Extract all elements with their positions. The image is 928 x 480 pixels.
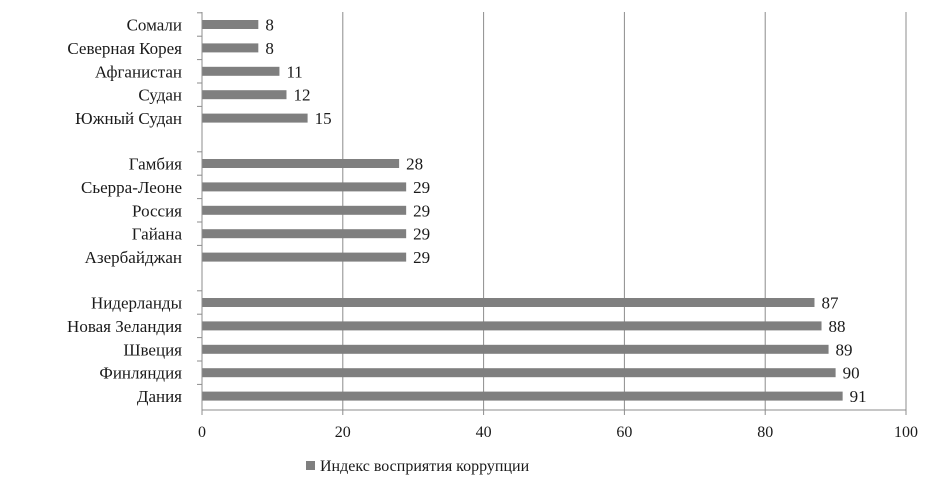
- category-labels: Сомали Северная Корея Афганистан Судан Южный…: [67, 16, 183, 407]
- category-label: Сомали: [127, 16, 182, 35]
- data-label: 12: [293, 86, 310, 105]
- category-label: Гамбия: [129, 155, 182, 174]
- x-tick-labels: 0 20 40 60 80 100: [198, 424, 918, 441]
- bar-5: [202, 159, 400, 168]
- bar-4: [202, 113, 308, 123]
- data-label: 8: [265, 16, 274, 35]
- category-label: Южный Судан: [75, 109, 182, 128]
- category-label: Финляндия: [99, 364, 182, 383]
- legend-label: Индекс восприятия коррупции: [320, 458, 530, 475]
- data-label: 88: [829, 317, 846, 336]
- category-label: Дания: [137, 387, 182, 406]
- data-label: 89: [836, 340, 853, 359]
- category-label: Афганистан: [95, 62, 182, 81]
- grid-lines: [342, 12, 907, 410]
- bar-3: [202, 90, 287, 100]
- x-tick-label: 100: [894, 424, 918, 441]
- x-tick-label: 60: [616, 424, 632, 441]
- data-label: 15: [315, 109, 332, 128]
- x-tick-label: 80: [757, 424, 773, 441]
- bar-7: [202, 205, 407, 215]
- data-label: 8: [265, 39, 274, 58]
- category-label: Новая Зеландия: [67, 317, 182, 336]
- category-label: Сьерра-Леоне: [81, 178, 182, 197]
- data-label: 87: [821, 294, 839, 313]
- data-label: 29: [413, 225, 430, 244]
- category-label: Нидерланды: [91, 294, 183, 313]
- data-label: 90: [843, 364, 860, 383]
- x-tick-label: 20: [335, 424, 351, 441]
- bar-1: [202, 43, 259, 53]
- bar-9: [202, 252, 407, 262]
- data-label: 91: [850, 387, 867, 406]
- bar-8: [202, 229, 407, 239]
- bar-6: [202, 182, 407, 192]
- bars: [202, 20, 843, 401]
- category-label: Северная Корея: [67, 39, 182, 58]
- category-label: Азербайджан: [85, 248, 182, 267]
- bar-12: [202, 344, 829, 354]
- bar-2: [202, 66, 280, 76]
- bar-14: [202, 391, 843, 401]
- bar-0: [202, 20, 259, 29]
- category-label: Гайана: [132, 225, 183, 244]
- bar-11: [202, 321, 822, 331]
- bar-13: [202, 368, 836, 378]
- data-label: 29: [413, 178, 430, 197]
- data-label: 11: [286, 62, 302, 81]
- data-label: 28: [406, 155, 423, 174]
- legend: Индекс восприятия коррупции: [306, 458, 530, 475]
- category-label: Швеция: [123, 340, 182, 359]
- x-tick-label: 0: [198, 424, 206, 441]
- data-label: 29: [413, 201, 430, 220]
- category-label: Россия: [132, 201, 182, 220]
- axes: [197, 12, 907, 415]
- data-label: 29: [413, 248, 430, 267]
- category-label: Судан: [138, 86, 182, 105]
- legend-swatch: [306, 461, 315, 470]
- x-tick-label: 40: [476, 424, 492, 441]
- bar-10: [202, 298, 815, 307]
